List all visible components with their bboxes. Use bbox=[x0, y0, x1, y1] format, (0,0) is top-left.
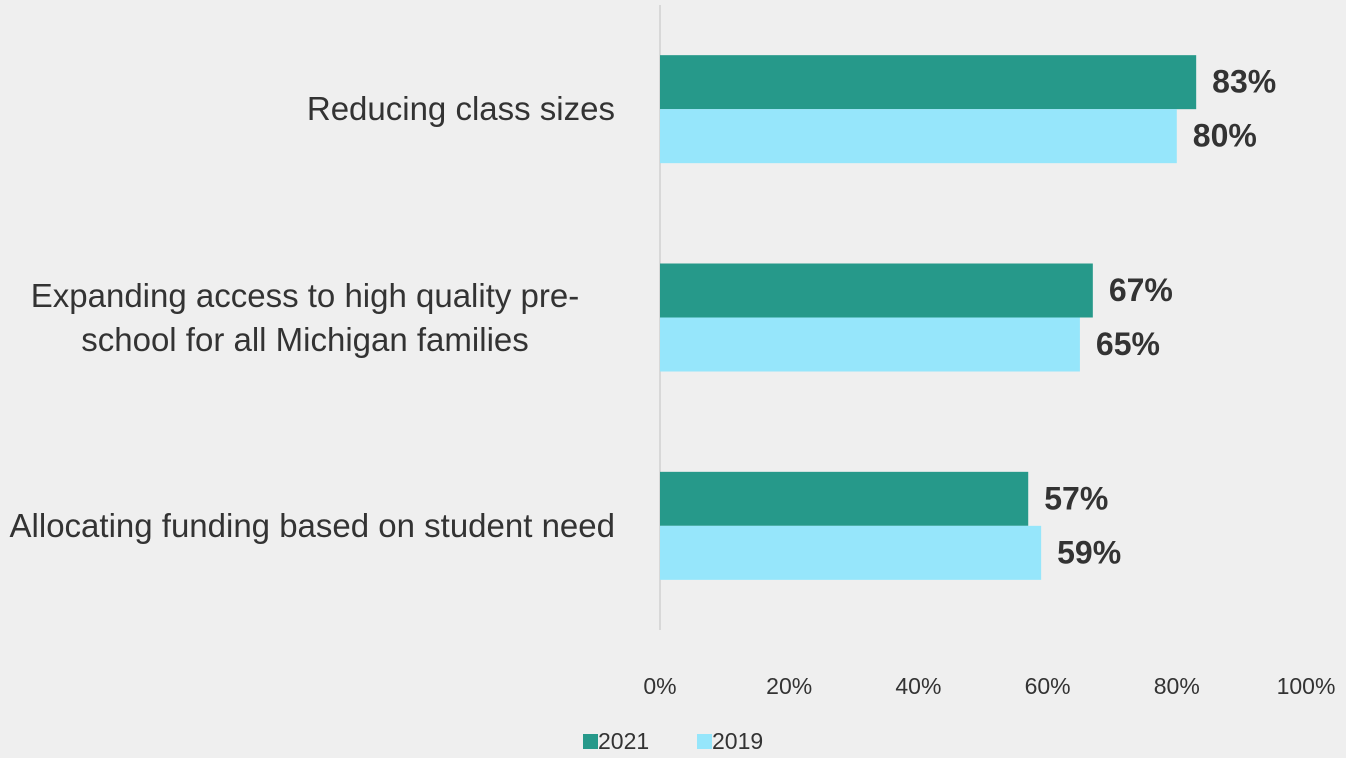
data-label: 83% bbox=[1212, 64, 1276, 100]
x-tick-label: 60% bbox=[1025, 673, 1071, 699]
x-tick-label: 20% bbox=[766, 673, 812, 699]
x-tick-label: 0% bbox=[643, 673, 676, 699]
category-label-box: Expanding access to high quality pre-sch… bbox=[0, 274, 615, 362]
legend-swatch bbox=[697, 734, 712, 749]
bar bbox=[660, 55, 1197, 110]
bar bbox=[660, 525, 1042, 580]
data-label: 65% bbox=[1096, 326, 1160, 362]
data-label: 57% bbox=[1044, 480, 1108, 516]
legend-swatch bbox=[583, 734, 598, 749]
bar bbox=[660, 317, 1080, 372]
category-label: Expanding access to high quality pre-sch… bbox=[30, 276, 580, 358]
bar bbox=[660, 263, 1093, 318]
category-label: Reducing class sizes bbox=[306, 90, 615, 128]
legend-label: 2021 bbox=[598, 728, 649, 754]
data-label: 59% bbox=[1057, 534, 1121, 570]
category-label-box: Allocating funding based on student need bbox=[0, 504, 615, 548]
x-tick-label: 100% bbox=[1277, 673, 1336, 699]
x-tick-label: 80% bbox=[1154, 673, 1200, 699]
category-label-box: Reducing class sizes bbox=[0, 87, 615, 131]
category-label: Allocating funding based on student need bbox=[9, 506, 615, 544]
data-label: 80% bbox=[1193, 118, 1257, 154]
x-tick-label: 40% bbox=[895, 673, 941, 699]
bar bbox=[660, 471, 1029, 526]
data-label: 67% bbox=[1109, 272, 1173, 308]
legend-label: 2019 bbox=[712, 728, 763, 754]
bar bbox=[660, 109, 1177, 164]
